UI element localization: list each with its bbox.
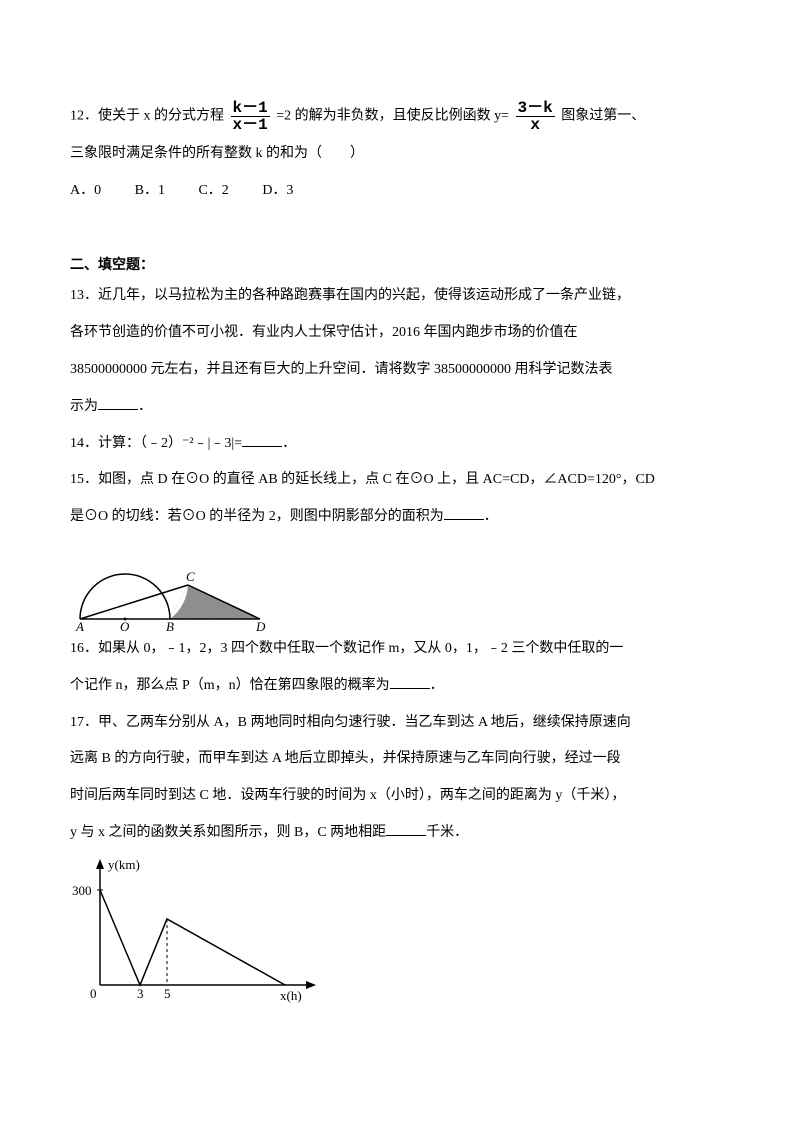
q15-p2a: 是⊙O 的切线：若⊙O 的半径为 2，则图中阴影部分的面积为 bbox=[70, 509, 444, 524]
q12-fraction-2: 3－k x bbox=[516, 100, 555, 133]
q15-label-B: B bbox=[166, 619, 174, 634]
q13-p4b: ． bbox=[138, 399, 152, 414]
q15-p2: 是⊙O 的切线：若⊙O 的半径为 2，则图中阴影部分的面积为 ． bbox=[70, 502, 730, 533]
q12-frac1-num: k－1 bbox=[231, 100, 270, 116]
q17-blank bbox=[386, 821, 426, 836]
section-2-heading: 二、填空题： bbox=[70, 251, 730, 282]
q12-choice-d: D．3 bbox=[262, 183, 293, 198]
q17-ylabel: y(km) bbox=[108, 857, 140, 872]
q12-fraction-1: k－1 x－1 bbox=[231, 100, 270, 133]
q17-xtick2: 5 bbox=[164, 986, 171, 1001]
q15-label-C: C bbox=[186, 569, 195, 584]
q12-text-c: 图象过第一、 bbox=[561, 109, 645, 124]
q17-xlabel: x(h) bbox=[280, 988, 302, 1003]
q17-p3: 时间后两车同时到达 C 地．设两车行驶的时间为 x（小时），两车之间的距离为 y… bbox=[70, 781, 730, 812]
q17-p2: 远离 B 的方向行驶，而甲车到达 A 地后立即掉头，并保持原速与乙车同向行驶，经… bbox=[70, 744, 730, 775]
q16-p2: 个记作 n，那么点 P（m，n）恰在第四象限的概率为 ． bbox=[70, 671, 730, 702]
q15-label-A: A bbox=[75, 619, 84, 634]
q17-p4: y 与 x 之间的函数关系如图所示，则 B，C 两地相距 千米． bbox=[70, 818, 730, 849]
q12-frac2-num: 3－k bbox=[516, 100, 555, 116]
q12-choice-c: C．2 bbox=[198, 183, 228, 198]
q17-ymax: 300 bbox=[72, 883, 92, 898]
question-14: 14．计算：（﹣2）⁻²﹣|﹣3|= ． bbox=[70, 429, 730, 460]
q15-p2b: ． bbox=[484, 509, 498, 524]
q17-origin: 0 bbox=[90, 986, 97, 1001]
q16-p2a: 个记作 n，那么点 P（m，n）恰在第四象限的概率为 bbox=[70, 678, 390, 693]
q13-blank bbox=[98, 395, 138, 410]
q12-choice-a: A．0 bbox=[70, 183, 101, 198]
q12-text-a: 12．使关于 x 的分式方程 bbox=[70, 109, 224, 124]
q12-choice-b: B．1 bbox=[135, 183, 165, 198]
q13-p4a: 示为 bbox=[70, 399, 98, 414]
q13-p3: 38500000000 元左右，并且还有巨大的上升空间．请将数字 3850000… bbox=[70, 355, 730, 386]
q12-choices: A．0 B．1 C．2 D．3 bbox=[70, 176, 730, 207]
q15-label-O: O bbox=[120, 619, 130, 634]
q16-p2b: ． bbox=[430, 678, 444, 693]
q17-chart: y(km) 300 3 5 0 x(h) bbox=[70, 855, 730, 1005]
q12-frac2-den: x bbox=[516, 116, 555, 133]
q15-blank bbox=[444, 505, 484, 520]
q17-p4b: 千米． bbox=[426, 825, 468, 840]
q15-label-D: D bbox=[255, 619, 266, 634]
q16-blank bbox=[390, 674, 430, 689]
q17-p4a: y 与 x 之间的函数关系如图所示，则 B，C 两地相距 bbox=[70, 825, 386, 840]
q14-text-a: 14．计算：（﹣2）⁻²﹣|﹣3|= bbox=[70, 436, 242, 451]
q12-text-b: =2 的解为非负数，且使反比例函数 y= bbox=[276, 109, 509, 124]
q12-frac1-den: x－1 bbox=[231, 116, 270, 133]
q13-p2: 各环节创造的价值不可小视．有业内人士保守估计，2016 年国内跑步市场的价值在 bbox=[70, 318, 730, 349]
q15-figure: A O B D C bbox=[70, 539, 730, 634]
question-12: 12．使关于 x 的分式方程 k－1 x－1 =2 的解为非负数，且使反比例函数… bbox=[70, 100, 730, 133]
q17-p1: 17．甲、乙两车分别从 A，B 两地同时相向匀速行驶．当乙车到达 A 地后，继续… bbox=[70, 708, 730, 739]
q13-p4: 示为 ． bbox=[70, 392, 730, 423]
q16-p1: 16．如果从 0，﹣1，2，3 四个数中任取一个数记作 m，又从 0，1，﹣2 … bbox=[70, 634, 730, 665]
q17-xtick1: 3 bbox=[137, 986, 144, 1001]
q12-line2: 三象限时满足条件的所有整数 k 的和为（ ） bbox=[70, 139, 730, 170]
q14-blank bbox=[242, 432, 282, 447]
q14-text-b: ． bbox=[282, 436, 296, 451]
q13-p1: 13．近几年，以马拉松为主的各种路跑赛事在国内的兴起，使得该运动形成了一条产业链… bbox=[70, 281, 730, 312]
q15-p1: 15．如图，点 D 在⊙O 的直径 AB 的延长线上，点 C 在⊙O 上，且 A… bbox=[70, 465, 730, 496]
